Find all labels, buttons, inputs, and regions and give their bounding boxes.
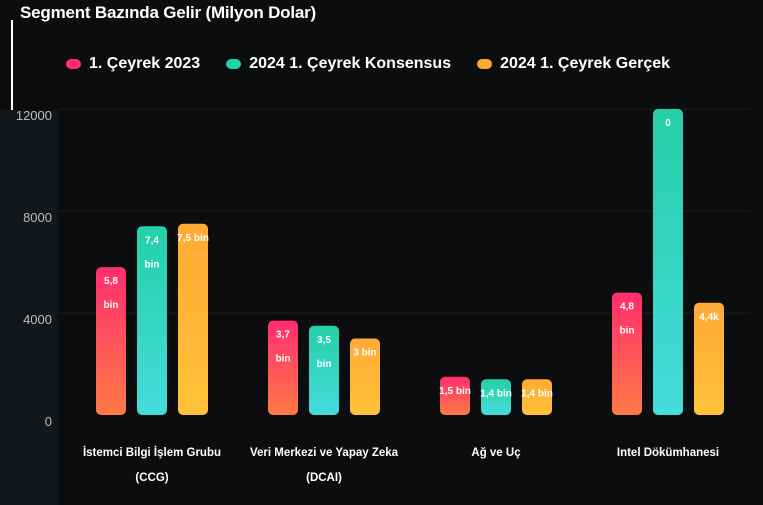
legend-item-2024-consensus[interactable]: 2024 1. Çeyrek Konsensus bbox=[226, 55, 451, 73]
legend: 1. Çeyrek 2023 2024 1. Çeyrek Konsensus … bbox=[66, 53, 696, 75]
bar[interactable] bbox=[96, 267, 126, 415]
bar[interactable] bbox=[268, 320, 298, 415]
bar[interactable] bbox=[694, 302, 724, 415]
x-category-label: Intel Dökümhanesi bbox=[617, 447, 719, 459]
bar-value-label: 7,5 bin bbox=[177, 233, 209, 244]
x-category-label: Ağ ve Uç bbox=[471, 447, 521, 459]
bar[interactable] bbox=[178, 223, 208, 415]
bar-value-label: 1,4 bin bbox=[480, 388, 512, 399]
bar[interactable] bbox=[309, 325, 339, 415]
chart-title: Segment Bazında Gelir (Milyon Dolar) bbox=[20, 3, 317, 22]
legend-swatch-2024-consensus bbox=[226, 59, 242, 69]
y-tick-label: 8000 bbox=[23, 210, 52, 225]
bar-value-label: 4,4k bbox=[699, 312, 719, 323]
bar[interactable] bbox=[137, 226, 167, 415]
legend-item-q1-2023[interactable]: 1. Çeyrek 2023 bbox=[66, 55, 200, 73]
bar-value-label: 1,4 bin bbox=[521, 388, 553, 399]
y-tick-label: 0 bbox=[45, 414, 52, 429]
x-category-label: Veri Merkezi ve Yapay Zeka (DCAI) bbox=[250, 447, 399, 484]
legend-label: 1. Çeyrek 2023 bbox=[89, 55, 201, 72]
legend-label: 2024 1. Çeyrek Gerçek bbox=[500, 55, 671, 72]
y-tick-label: 4000 bbox=[23, 312, 52, 327]
y-axis-panel bbox=[0, 110, 58, 505]
bar-value-label: 5,8 bin bbox=[104, 276, 119, 311]
bar-value-label: 3,5 bin bbox=[317, 335, 332, 370]
bar-value-label: 4,8 bin bbox=[620, 302, 635, 337]
x-category-label: İstemci Bilgi İşlem Grubu (CCG) bbox=[83, 446, 221, 484]
bar[interactable] bbox=[440, 376, 470, 415]
bar[interactable] bbox=[522, 379, 552, 415]
bar-value-label: 3,7 bin bbox=[276, 330, 291, 365]
y-tick-label: 12000 bbox=[16, 108, 52, 123]
bar-value-label: 1,5 bin bbox=[439, 386, 471, 397]
legend-label: 2024 1. Çeyrek Konsensus bbox=[249, 55, 452, 72]
legend-item-2024-actual[interactable]: 2024 1. Çeyrek Gerçek bbox=[477, 55, 670, 73]
legend-swatch-2024-actual bbox=[477, 59, 493, 69]
title-accent-line bbox=[11, 20, 13, 116]
bar-value-label: 7,4 bin bbox=[145, 235, 160, 270]
bar-value-label: 3 bin bbox=[353, 348, 376, 359]
bar[interactable] bbox=[653, 109, 683, 415]
bar[interactable] bbox=[612, 292, 642, 415]
legend-swatch-q1-2023 bbox=[66, 59, 81, 69]
bar[interactable] bbox=[481, 379, 511, 415]
bar-value-label: 0 bbox=[665, 118, 671, 129]
bar[interactable] bbox=[350, 338, 380, 416]
